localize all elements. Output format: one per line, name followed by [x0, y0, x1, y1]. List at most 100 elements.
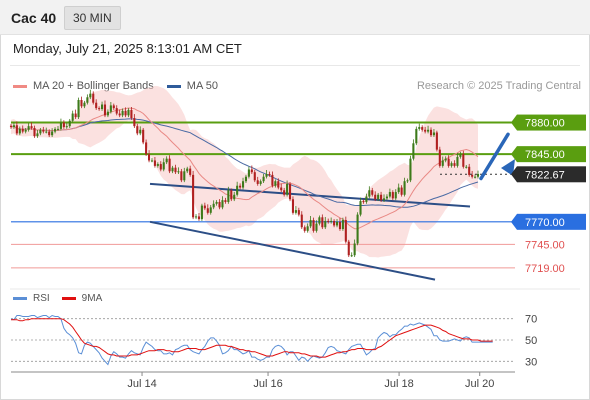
candle-body: [277, 181, 280, 188]
candle: [447, 155, 450, 168]
candle-body: [203, 205, 206, 209]
candle-body: [133, 118, 136, 127]
candle-body: [33, 127, 36, 137]
candle: [145, 139, 148, 156]
candle-body: [415, 128, 418, 144]
candle: [54, 127, 57, 134]
header-bar: Cac 40 30 MIN: [0, 0, 590, 35]
candle: [356, 212, 359, 246]
candle: [388, 188, 391, 199]
candle: [153, 157, 156, 168]
candle: [297, 207, 300, 217]
candle: [230, 188, 233, 202]
candle: [250, 165, 253, 174]
candle: [189, 165, 192, 177]
candle-body: [427, 129, 430, 132]
candle-body: [18, 128, 21, 134]
candle: [206, 204, 209, 215]
rsi-level-label: 30: [525, 356, 537, 368]
candle: [45, 127, 48, 134]
candle: [130, 107, 133, 120]
candle: [465, 164, 468, 169]
candle-body: [371, 190, 374, 195]
candle-body: [212, 203, 215, 208]
research-credit: Research © 2025 Trading Central: [416, 80, 581, 92]
candle-body: [309, 220, 312, 227]
candle: [180, 168, 183, 183]
candle-body: [153, 160, 156, 166]
candle-body: [397, 187, 400, 193]
x-tick-label: Jul 16: [253, 378, 282, 390]
candle: [406, 178, 409, 184]
candle: [30, 122, 33, 130]
forecast-arrow-head: [501, 159, 515, 176]
candle-body: [286, 183, 289, 195]
candle-body: [62, 122, 65, 128]
upper-trendline: [149, 182, 471, 208]
candle: [192, 170, 195, 220]
candle-body: [324, 220, 327, 228]
candle: [253, 169, 256, 183]
price-level-label: 7770.00: [525, 217, 565, 229]
candle-body: [459, 154, 462, 157]
candle: [68, 118, 71, 128]
candle: [241, 177, 245, 190]
candle-body: [450, 163, 453, 166]
candle-body: [447, 158, 450, 166]
candle: [338, 217, 342, 231]
candle: [359, 197, 362, 217]
rsi-series-9ma-line: [11, 318, 493, 358]
rsi-legend-item-9ma: 9MA: [61, 293, 102, 304]
candle-body: [429, 129, 433, 136]
candle-body: [180, 171, 183, 181]
candle: [441, 156, 444, 168]
candle-body: [59, 122, 62, 129]
candle-body: [233, 194, 236, 200]
candle-body: [186, 168, 189, 172]
timestamp: Monday, July 21, 2025 8:13:01 AM CET: [13, 41, 242, 56]
candle: [174, 164, 177, 174]
candle-body: [274, 181, 277, 186]
candle-body: [268, 174, 271, 175]
candle: [106, 109, 109, 118]
candle-body: [394, 192, 397, 199]
candle-body: [335, 221, 339, 226]
candle: [244, 174, 248, 184]
ma20-line: [10, 107, 479, 230]
candle-body: [101, 104, 104, 110]
candle: [233, 191, 236, 202]
candle: [415, 126, 418, 146]
candle: [394, 189, 397, 201]
candle-body: [406, 180, 409, 182]
candle-body: [215, 201, 218, 204]
candle: [127, 108, 130, 118]
candle: [27, 123, 30, 132]
candle-body: [51, 131, 54, 136]
candle: [468, 163, 471, 177]
candle: [453, 160, 456, 168]
candle-body: [244, 176, 248, 182]
candle-body: [462, 154, 465, 167]
candle-body: [12, 125, 15, 128]
candle: [377, 192, 380, 202]
candle: [412, 139, 415, 161]
candle: [368, 186, 371, 199]
candle: [294, 206, 297, 215]
rsi-level-label: 50: [525, 335, 537, 347]
candle-body: [183, 171, 186, 181]
candle-body: [168, 158, 171, 172]
candle-body: [21, 128, 24, 132]
candle: [9, 123, 13, 129]
candle: [165, 156, 168, 165]
candle-body: [280, 187, 283, 191]
candle: [421, 125, 424, 132]
timeframe-button[interactable]: 30 MIN: [64, 6, 121, 30]
candle-body: [333, 220, 336, 226]
candle-body: [147, 154, 151, 161]
candle-body: [174, 167, 177, 173]
candle: [203, 202, 206, 211]
price-label-box: [517, 213, 586, 230]
candle: [327, 218, 330, 224]
candle-body: [327, 220, 330, 222]
candle-body: [365, 196, 368, 202]
